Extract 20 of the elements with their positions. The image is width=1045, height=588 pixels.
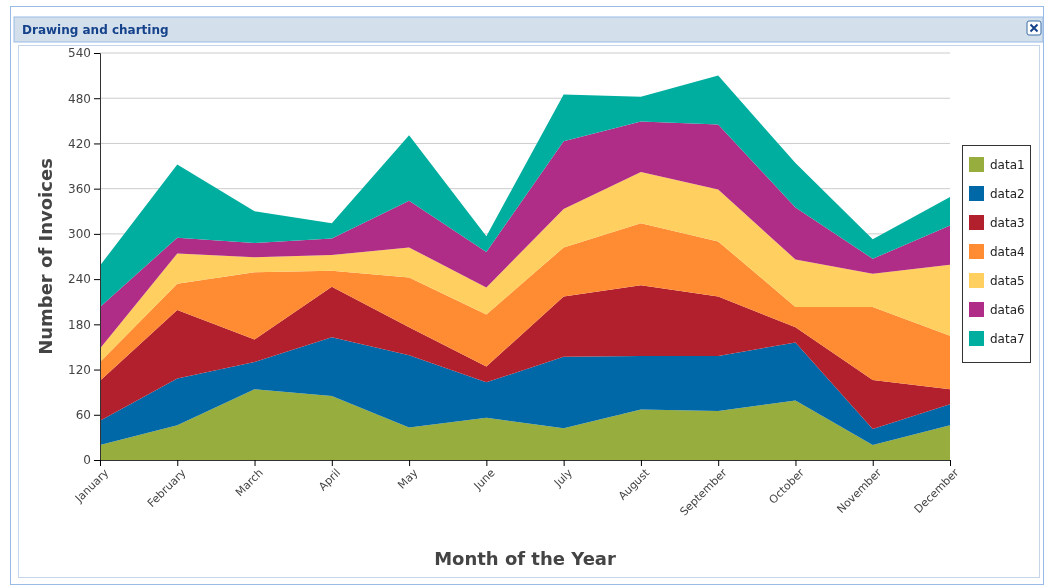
y-tick-label: 300 <box>68 227 91 242</box>
y-tick-label: 60 <box>75 408 91 423</box>
legend-label: data4 <box>990 245 1025 259</box>
chart-title: Drawing and charting <box>22 23 169 37</box>
y-tick-label: 420 <box>68 136 91 151</box>
y-tick-label: 540 <box>68 46 91 61</box>
legend-label: data1 <box>990 158 1025 172</box>
y-tick-label: 480 <box>68 91 91 106</box>
legend-label: data7 <box>990 332 1025 346</box>
x-axis-title: Month of the Year <box>434 548 616 569</box>
y-tick-label: 240 <box>68 272 91 287</box>
legend-label: data3 <box>990 216 1025 230</box>
y-tick-label: 0 <box>83 453 91 468</box>
legend-label: data6 <box>990 303 1025 317</box>
y-tick-label: 360 <box>68 182 91 197</box>
legend-label: data2 <box>990 187 1025 201</box>
y-tick-label: 180 <box>68 317 91 332</box>
legend-label: data5 <box>990 274 1025 288</box>
y-tick-label: 120 <box>68 362 91 377</box>
y-axis-title: Number of Invoices <box>35 158 56 355</box>
